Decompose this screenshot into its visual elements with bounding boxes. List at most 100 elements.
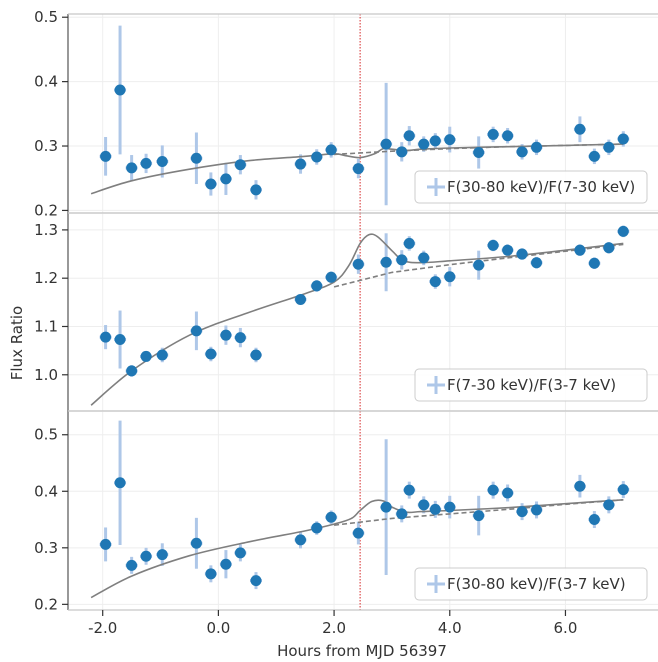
data-point xyxy=(220,558,232,570)
y-axis-label: Flux Ratio xyxy=(8,306,26,380)
data-point xyxy=(603,141,615,153)
data-point xyxy=(156,349,168,361)
data-point xyxy=(574,480,586,492)
data-point xyxy=(114,84,126,96)
data-point xyxy=(574,244,586,256)
model-line xyxy=(90,233,624,406)
data-point xyxy=(429,135,441,147)
x-tick-label: 0.0 xyxy=(206,619,230,637)
x-tick-label: -2.0 xyxy=(88,619,117,637)
x-axis: -2.0 0.0 2.0 4.0 6.0 xyxy=(88,610,577,637)
data-point xyxy=(156,155,168,167)
data-point xyxy=(403,237,415,249)
data-point xyxy=(516,146,528,158)
data-point xyxy=(250,575,262,587)
data-point xyxy=(473,146,485,158)
data-point xyxy=(418,252,430,264)
data-point xyxy=(603,242,615,254)
legend-box xyxy=(414,368,648,402)
data-point xyxy=(205,178,217,190)
legend: F(7-30 keV)/F(3-7 keV) xyxy=(414,368,648,402)
data-point xyxy=(205,348,217,360)
data-point xyxy=(114,334,126,346)
data-point xyxy=(396,254,408,266)
y-tick-label: 0.3 xyxy=(34,137,58,155)
data-point xyxy=(403,130,415,142)
data-point xyxy=(190,325,202,337)
legend-label: F(30-80 keV)/F(3-7 keV) xyxy=(447,575,626,593)
data-point xyxy=(588,514,600,526)
data-point xyxy=(516,506,528,518)
data-point xyxy=(487,239,499,251)
legend: F(30-80 keV)/F(3-7 keV) xyxy=(414,567,648,601)
data-point xyxy=(617,225,629,237)
x-axis-label: Hours from MJD 56397 xyxy=(277,642,447,660)
data-point xyxy=(380,256,392,268)
data-point xyxy=(100,538,112,550)
data-point xyxy=(429,503,441,515)
y-tick-label: 0.3 xyxy=(34,539,58,557)
data-point xyxy=(352,163,364,175)
panels: 0.2 0.3 0.4 0.5 F(30-80 keV)/F(7-30 keV) 1.0 1… xyxy=(34,8,658,613)
legend-box xyxy=(414,567,648,601)
x-tick-label: 4.0 xyxy=(438,619,462,637)
data-point xyxy=(325,144,337,156)
data-point xyxy=(295,534,307,546)
data-point xyxy=(311,151,323,163)
legend-label: F(30-80 keV)/F(7-30 keV) xyxy=(447,178,635,196)
y-tick-label: 1.0 xyxy=(34,366,58,384)
data-point xyxy=(531,141,543,153)
data-point xyxy=(487,128,499,140)
x-tick-label: 2.0 xyxy=(322,619,346,637)
data-point xyxy=(603,499,615,511)
data-point xyxy=(574,123,586,135)
x-tick-label: 6.0 xyxy=(554,619,578,637)
panel-1: 0.2 0.3 0.4 0.5 F(30-80 keV)/F(7-30 keV) xyxy=(34,8,658,219)
data-point xyxy=(126,162,138,174)
data-point xyxy=(617,484,629,496)
data-point xyxy=(220,173,232,185)
data-point xyxy=(190,537,202,549)
data-point xyxy=(140,550,152,562)
data-point xyxy=(380,501,392,513)
data-point xyxy=(444,501,456,513)
y-tick-label: 0.4 xyxy=(34,482,58,500)
data-point xyxy=(100,331,112,343)
data-point xyxy=(396,146,408,158)
data-point xyxy=(234,547,246,559)
data-point xyxy=(516,248,528,260)
data-point xyxy=(220,329,232,341)
data-point xyxy=(100,150,112,162)
data-point xyxy=(311,522,323,534)
data-point xyxy=(418,499,430,511)
data-point xyxy=(126,365,138,377)
model-line xyxy=(90,499,624,599)
data-point xyxy=(190,152,202,164)
data-point xyxy=(418,138,430,150)
y-tick-label: 1.2 xyxy=(34,269,58,287)
y-tick-label: 1.1 xyxy=(34,317,58,335)
y-tick-label: 0.2 xyxy=(34,201,58,219)
data-point xyxy=(295,158,307,170)
y-tick-label: 0.5 xyxy=(34,8,58,26)
y-tick-label: 0.2 xyxy=(34,595,58,613)
legend-box xyxy=(414,170,648,204)
data-point xyxy=(429,276,441,288)
data-point xyxy=(156,549,168,561)
y-tick-label: 0.5 xyxy=(34,426,58,444)
panel-3: 0.2 0.3 0.4 0.5 F(30-80 keV)/F(3-7 keV) xyxy=(34,410,658,613)
data-point xyxy=(380,138,392,150)
data-point xyxy=(140,350,152,362)
panel-2: 1.0 1.1 1.2 1.3 F(7-30 keV)/F(3-7 keV) xyxy=(34,212,658,412)
data-point xyxy=(140,157,152,169)
data-point xyxy=(311,280,323,292)
data-point xyxy=(588,257,600,269)
data-point xyxy=(617,133,629,145)
data-point xyxy=(295,293,307,305)
data-point xyxy=(473,510,485,522)
data-point xyxy=(502,244,514,256)
data-point xyxy=(250,184,262,196)
data-point xyxy=(444,134,456,146)
data-point xyxy=(531,504,543,516)
